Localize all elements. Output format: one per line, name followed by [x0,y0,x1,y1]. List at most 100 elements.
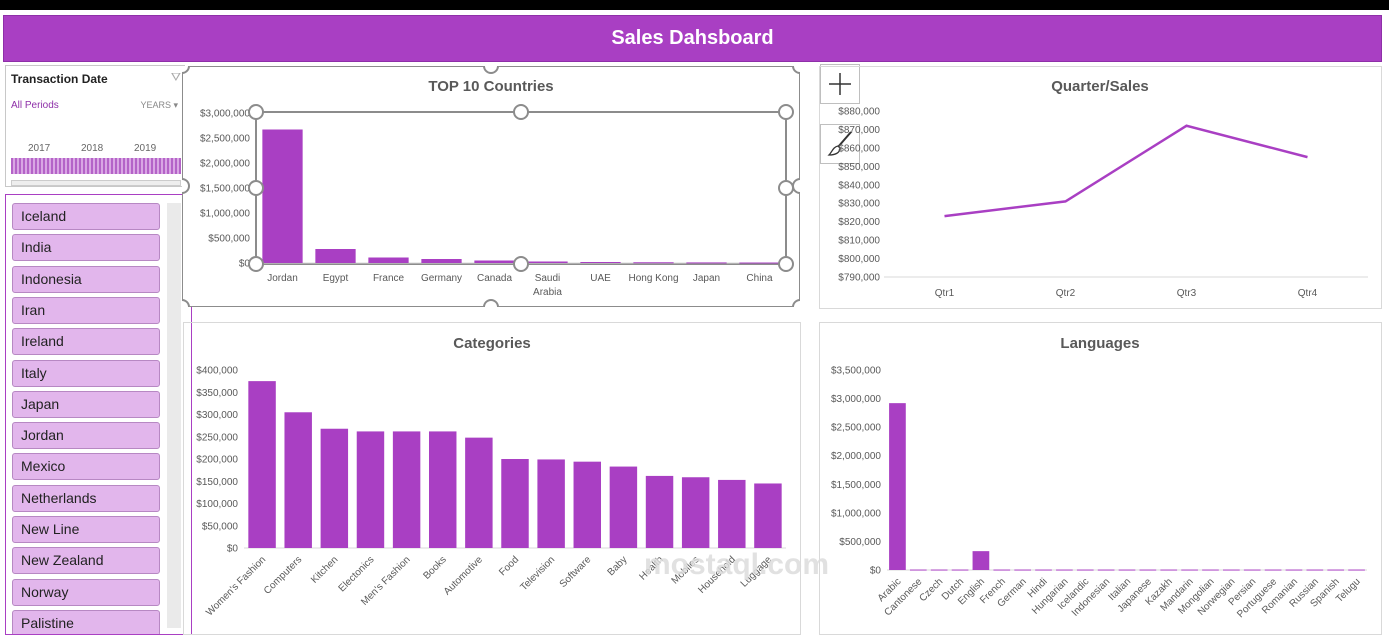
categories-chart[interactable]: Categories $0 $50,000 $100,000 $150,000 $200… [183,322,801,635]
slicer-item[interactable]: Norway [12,578,160,606]
selection-handles[interactable] [182,66,800,307]
bar[interactable] [1139,569,1157,571]
bar[interactable] [633,262,674,264]
x-tick-label: Qtr3 [1177,288,1197,299]
quarter-sales-chart[interactable]: Quarter/Sales $790,000 $800,000 $810,000 $8… [819,66,1382,309]
bar[interactable] [718,479,746,548]
bar[interactable] [1306,569,1324,571]
slicer-scrollbar[interactable] [167,203,181,628]
bar[interactable] [320,428,349,548]
slicer-item[interactable]: Iceland [12,203,160,230]
top-countries-chart[interactable]: TOP 10 Countries $0 $500,000 $1,000,000 $1,… [182,66,800,307]
bar[interactable] [573,461,601,548]
bar[interactable] [1285,569,1303,571]
x-tick-label: Software [558,554,594,590]
bar[interactable] [527,261,568,264]
bar[interactable] [248,381,276,548]
bar[interactable] [889,403,906,570]
bar[interactable] [356,431,385,548]
bar[interactable] [421,259,462,263]
x-tick-label: Women's Fashion [204,554,268,618]
bar[interactable] [1327,569,1345,571]
slicer-item[interactable]: Palistine [12,609,160,634]
bar[interactable] [1035,569,1052,571]
slicer-item[interactable]: New Line [12,516,160,543]
bar[interactable] [1014,569,1031,571]
bar[interactable] [993,569,1011,571]
bar[interactable] [1202,569,1219,571]
slicer-item[interactable]: Netherlands [12,484,160,512]
slicer-item[interactable]: Mexico [12,453,160,481]
timeline-scrollbar[interactable] [11,180,181,186]
bar[interactable] [739,262,780,264]
bar[interactable] [537,459,565,548]
x-tick-label: Egypt [323,273,349,284]
x-tick-label: Canada [477,273,512,284]
bar[interactable] [930,569,948,571]
bar[interactable] [465,437,493,548]
bar[interactable] [262,129,303,264]
bar[interactable] [474,260,515,264]
bar[interactable] [1160,569,1178,571]
x-tick-label: China [746,273,773,284]
slicer-item[interactable]: Iran [12,296,160,324]
y-tick-label: $2,500,000 [831,423,881,434]
bar[interactable] [1223,569,1240,571]
bar[interactable] [1118,569,1136,571]
bar[interactable] [284,412,312,548]
slicer-item[interactable]: Jordan [12,422,160,450]
timeline-level-dropdown[interactable]: YEARS ▾ [140,100,178,111]
bar[interactable] [1243,569,1261,571]
timeline-year[interactable]: 2019 [134,143,157,154]
slicer-item[interactable]: Italy [12,359,160,387]
bar[interactable] [645,475,674,548]
bar[interactable] [1181,569,1198,571]
bar[interactable] [392,431,421,548]
y-tick-label: $350,000 [196,388,238,399]
y-tick-label: $150,000 [196,477,238,488]
x-tick-label: Food [497,554,521,578]
slicer-item[interactable]: Japan [12,390,160,418]
slicer-item[interactable]: New Zealand [12,547,160,575]
bar[interactable] [1348,569,1365,571]
bar[interactable] [1264,569,1282,571]
timeline-year[interactable]: 2017 [28,143,51,154]
bar[interactable] [1076,569,1094,571]
timeline-slicer[interactable]: Transaction Date ⛛ All Periods YEARS ▾ 2… [5,65,185,187]
bar[interactable] [1056,569,1073,571]
bar[interactable] [315,249,356,263]
bar[interactable] [429,431,457,548]
bar[interactable] [909,569,927,571]
y-tick-label: $1,500,000 [831,480,881,491]
languages-chart[interactable]: Languages $0 $500,000 $1,000,000 $1,500,000… [819,322,1382,635]
timeline-range-bar[interactable] [11,158,181,174]
bar[interactable] [368,257,409,264]
series-line[interactable] [944,124,1308,218]
chart-title: Quarter/Sales [1051,78,1149,95]
x-tick-label: Baby [606,554,630,578]
slicer-item[interactable]: Ireland [12,328,160,356]
slicer-item[interactable]: Indonesia [12,265,160,293]
bar[interactable] [609,466,638,548]
bar[interactable] [1097,569,1115,571]
x-tick-label: Qtr1 [935,288,955,299]
bar[interactable] [951,569,969,571]
bar[interactable] [972,551,990,570]
chart-styles-button[interactable] [820,124,860,164]
bar[interactable] [501,459,529,548]
bar[interactable] [580,262,621,263]
timeline-year[interactable]: 2018 [81,143,104,154]
y-tick-label: $790,000 [838,273,880,284]
bar[interactable] [681,477,710,548]
y-tick-label: $3,000,000 [200,109,250,120]
x-tick-label: Books [421,554,448,581]
clear-filter-icon[interactable]: ⛛ [170,70,181,84]
x-tick-label: UAE [590,273,611,284]
x-tick-label: Germany [421,273,462,284]
watermark-text: mostaql.com [643,548,829,581]
chart-elements-button[interactable] [820,64,860,104]
slicer-item[interactable]: India [12,234,160,262]
y-tick-label: $300,000 [196,410,238,421]
bar[interactable] [754,483,782,548]
bar[interactable] [686,262,727,264]
